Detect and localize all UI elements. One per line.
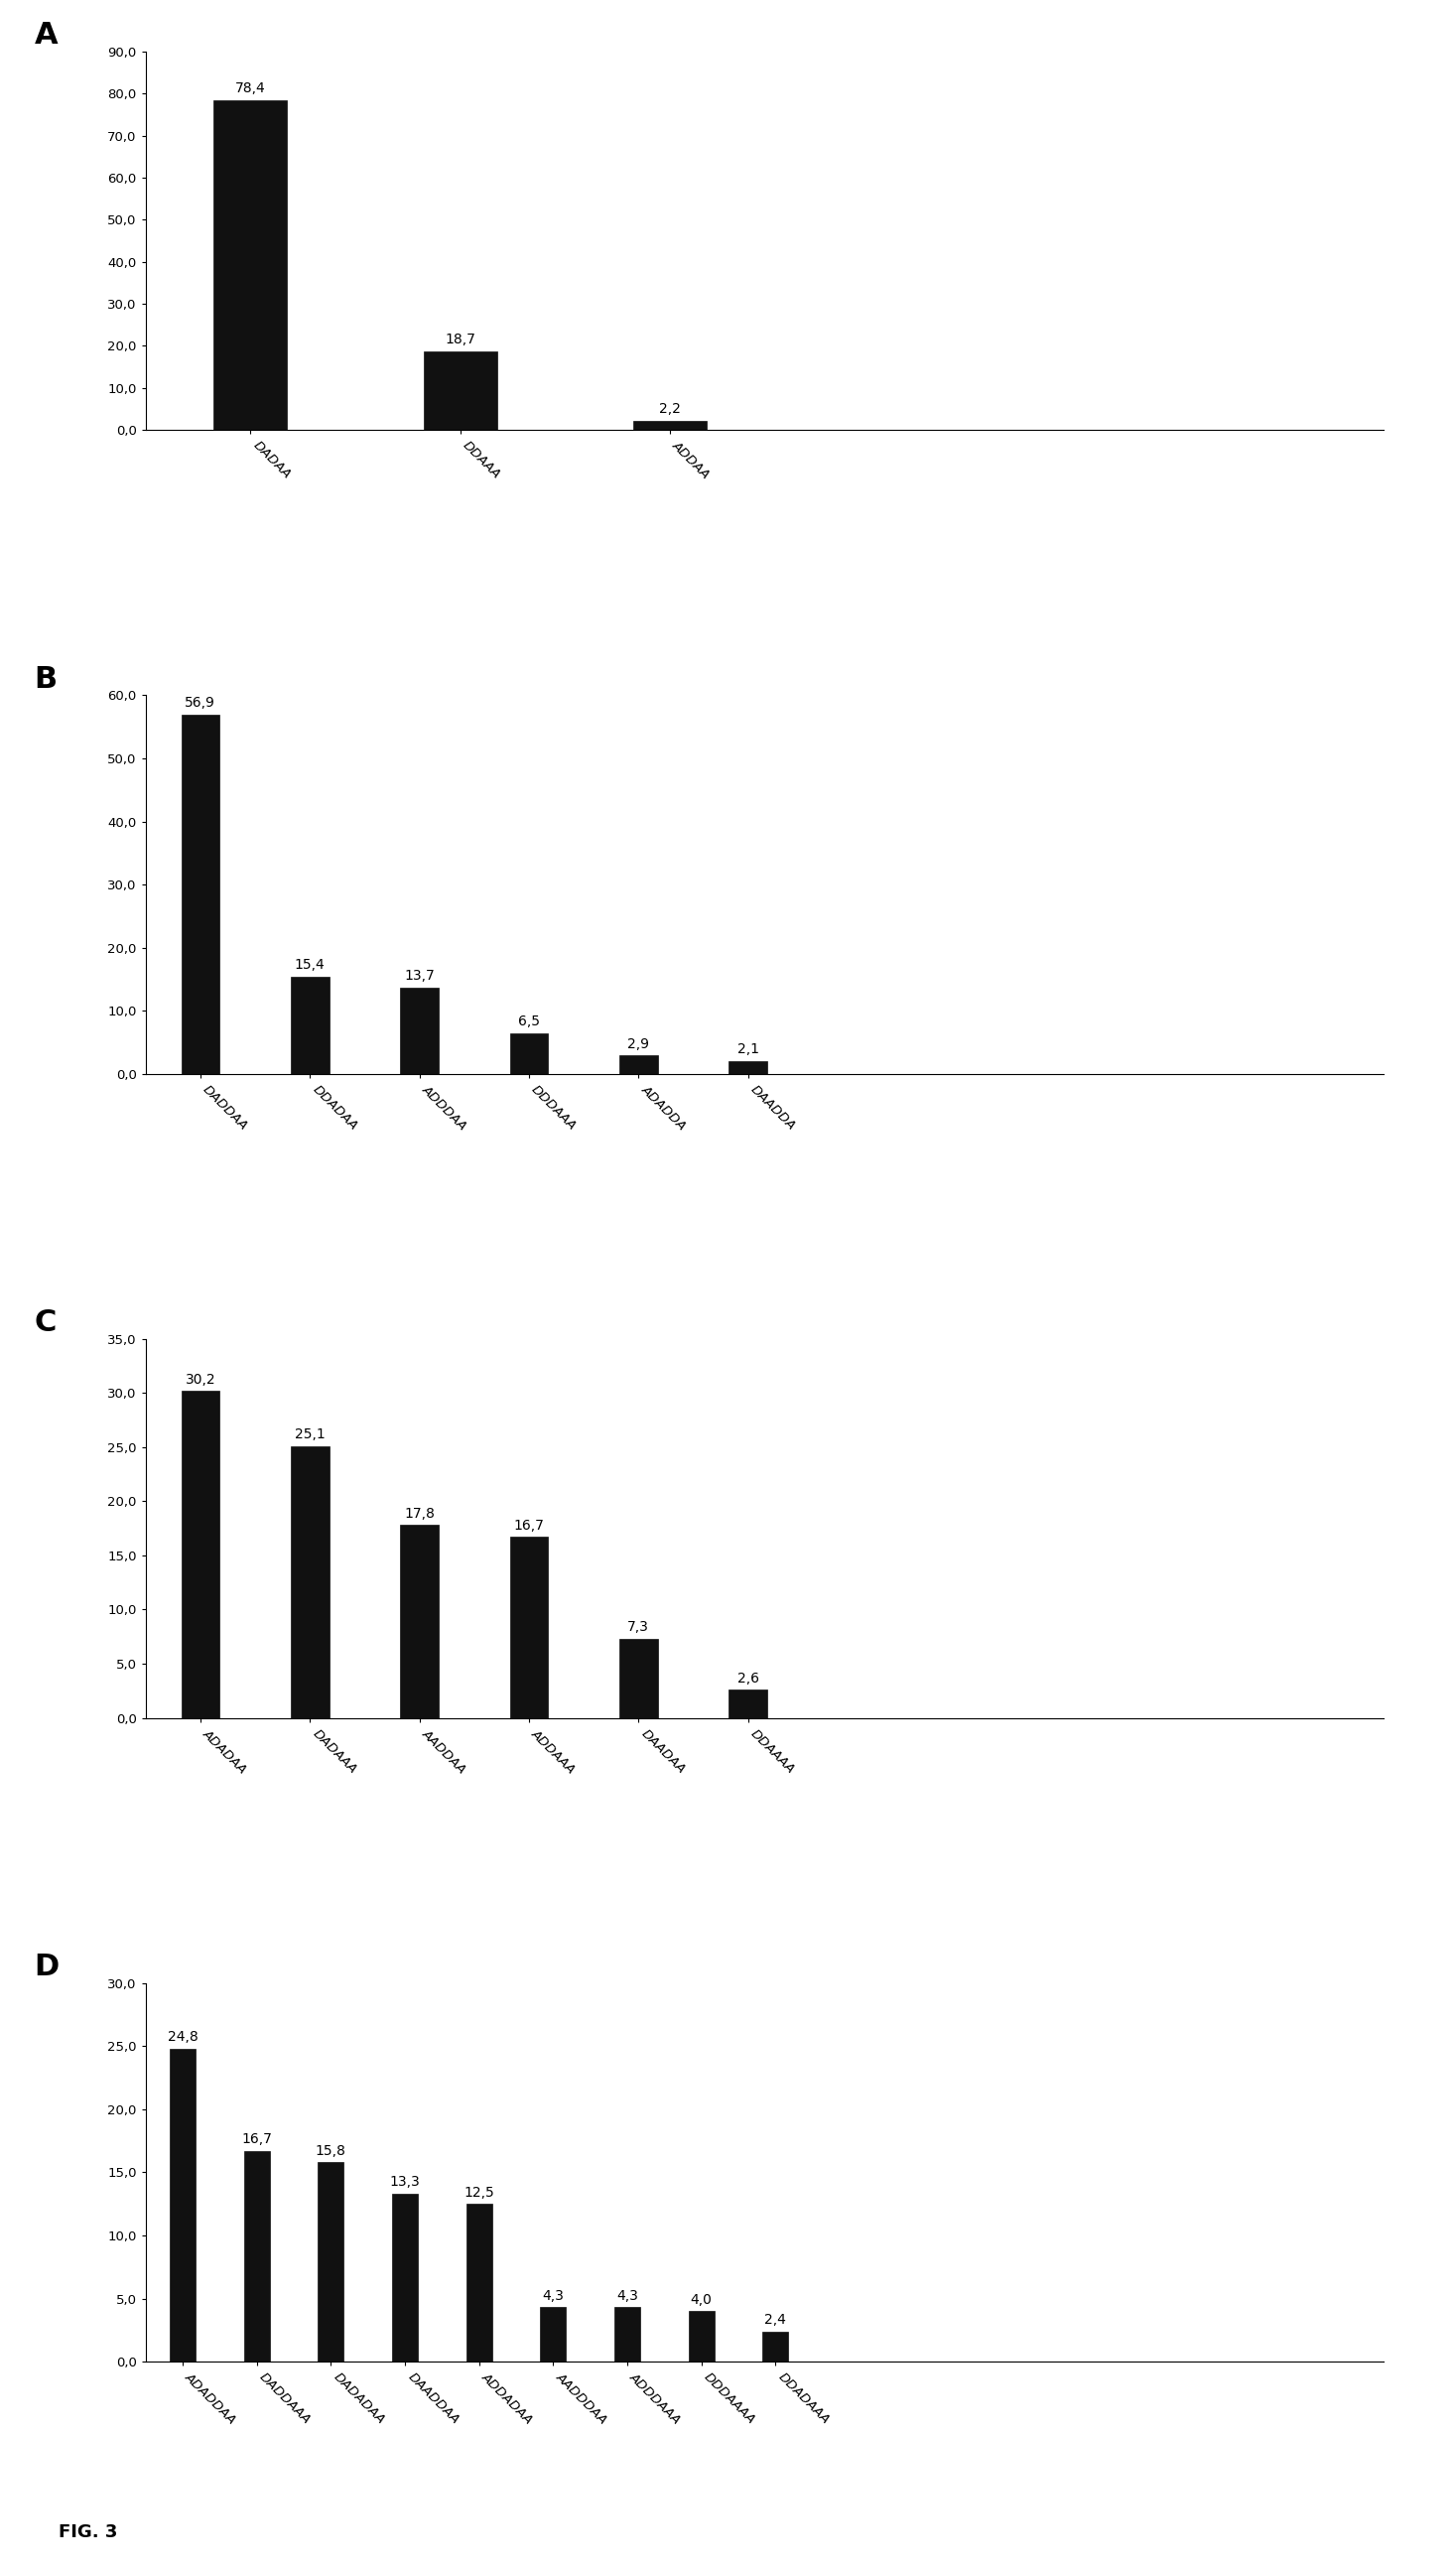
Text: 2,9: 2,9	[628, 1037, 649, 1050]
Bar	[400, 1525, 438, 1717]
Text: 2,1: 2,1	[737, 1042, 759, 1055]
Text: 7,3: 7,3	[628, 1620, 649, 1635]
Bar	[619, 1638, 658, 1717]
Text: 4,0: 4,0	[690, 2292, 712, 2308]
Text: 12,5: 12,5	[464, 2185, 495, 2200]
Text: 6,5: 6,5	[518, 1014, 540, 1029]
Text: 16,7: 16,7	[514, 1520, 545, 1532]
Text: 15,4: 15,4	[294, 957, 325, 973]
Text: 56,9: 56,9	[185, 696, 215, 711]
Text: 2,4: 2,4	[764, 2313, 786, 2326]
Text: 30,2: 30,2	[185, 1373, 215, 1386]
Bar	[729, 1060, 767, 1073]
Text: 24,8: 24,8	[167, 2030, 198, 2043]
Bar	[763, 2331, 789, 2362]
Bar	[729, 1689, 767, 1717]
Bar	[392, 2195, 418, 2362]
Text: 17,8: 17,8	[405, 1507, 435, 1520]
Bar	[689, 2310, 715, 2362]
Text: 2,6: 2,6	[737, 1671, 759, 1684]
Bar	[170, 2048, 195, 2362]
Text: 16,7: 16,7	[242, 2133, 272, 2146]
Text: 2,2: 2,2	[660, 403, 681, 416]
Bar	[317, 2161, 344, 2362]
Text: A: A	[35, 21, 58, 49]
Text: 4,3: 4,3	[542, 2290, 563, 2303]
Bar	[614, 2308, 641, 2362]
Bar	[510, 1538, 547, 1717]
Bar	[540, 2308, 566, 2362]
Bar	[181, 1391, 220, 1717]
Bar	[466, 2205, 492, 2362]
Bar	[291, 975, 329, 1073]
Bar	[214, 100, 287, 431]
Text: 15,8: 15,8	[316, 2143, 347, 2159]
Bar	[619, 1055, 658, 1073]
Text: D: D	[35, 1953, 60, 1982]
Text: 25,1: 25,1	[294, 1427, 325, 1443]
Text: 13,7: 13,7	[405, 968, 435, 983]
Bar	[510, 1032, 547, 1073]
Bar	[400, 988, 438, 1073]
Text: 18,7: 18,7	[446, 334, 476, 347]
Bar	[181, 714, 220, 1073]
Bar	[424, 352, 496, 431]
Text: 4,3: 4,3	[616, 2290, 638, 2303]
Text: 13,3: 13,3	[390, 2174, 421, 2190]
Text: C: C	[35, 1309, 57, 1337]
Text: 78,4: 78,4	[236, 82, 266, 95]
Bar	[291, 1445, 329, 1717]
Bar	[243, 2151, 269, 2362]
Text: FIG. 3: FIG. 3	[58, 2523, 116, 2541]
Text: B: B	[35, 665, 57, 693]
Bar	[633, 421, 706, 431]
